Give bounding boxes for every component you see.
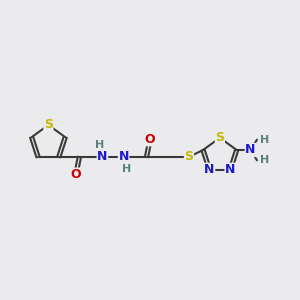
- Text: H: H: [95, 140, 104, 150]
- Text: O: O: [145, 133, 155, 146]
- Text: H: H: [260, 135, 269, 145]
- Text: N: N: [204, 163, 215, 176]
- Text: N: N: [225, 163, 236, 176]
- Text: N: N: [245, 143, 256, 157]
- Text: S: S: [44, 118, 53, 131]
- Text: N: N: [118, 150, 129, 164]
- Text: O: O: [70, 168, 81, 181]
- Text: N: N: [97, 150, 108, 164]
- Text: S: S: [215, 131, 224, 144]
- Text: H: H: [122, 164, 131, 174]
- Text: S: S: [184, 150, 194, 164]
- Text: H: H: [260, 155, 269, 165]
